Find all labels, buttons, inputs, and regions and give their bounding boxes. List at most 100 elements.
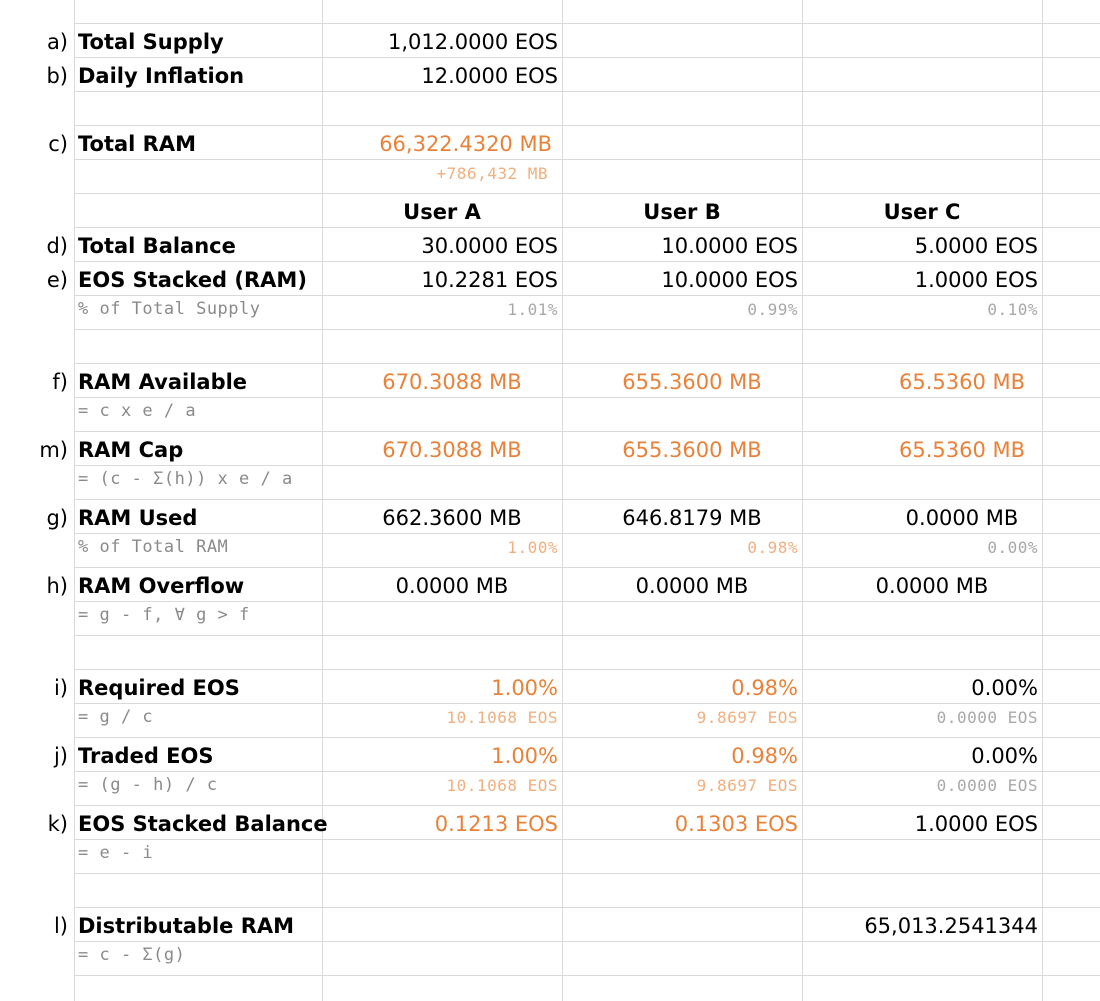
- cell-value[interactable]: 5.0000 EOS: [914, 234, 1038, 258]
- row-label: Distributable RAM: [78, 914, 295, 938]
- cell-value[interactable]: 65,013.2541344: [864, 914, 1038, 938]
- cell-value[interactable]: 646.8179 MB: [622, 506, 762, 530]
- column-divider: [562, 0, 563, 1001]
- row-letter: g): [46, 506, 68, 530]
- cell-value[interactable]: 670.3088 MB: [382, 438, 522, 462]
- cell-subvalue[interactable]: 9.8697 EOS: [696, 708, 798, 727]
- cell-value[interactable]: 1.00%: [491, 676, 558, 700]
- cell-value[interactable]: 655.3600 MB: [622, 370, 762, 394]
- column-divider: [802, 0, 803, 1001]
- column-divider: [322, 0, 323, 1001]
- row-formula: = c x e / a: [78, 401, 197, 421]
- row-label: RAM Available: [78, 370, 248, 394]
- row-divider: [74, 873, 1100, 874]
- cell-subvalue[interactable]: 10.1068 EOS: [446, 708, 558, 727]
- cell-value[interactable]: 0.0000 MB: [635, 574, 749, 598]
- row-divider: [74, 261, 1100, 262]
- row-label: RAM Cap: [78, 438, 184, 462]
- row-divider: [74, 805, 1100, 806]
- row-letter: b): [46, 64, 68, 88]
- row-divider: [74, 499, 1100, 500]
- cell-value[interactable]: 0.0000 MB: [395, 574, 509, 598]
- row-divider: [74, 465, 1100, 466]
- row-formula: = g - f, ∀ g > f: [78, 605, 250, 625]
- cell-value[interactable]: 1,012.0000 EOS: [387, 30, 558, 54]
- row-formula: = e - i: [78, 843, 154, 863]
- cell-value[interactable]: 1.00%: [491, 744, 558, 768]
- row-letter: d): [46, 234, 68, 258]
- cell-value[interactable]: 10.2281 EOS: [421, 268, 558, 292]
- cell-value[interactable]: 0.1213 EOS: [434, 812, 558, 836]
- cell-value[interactable]: 10.0000 EOS: [661, 234, 798, 258]
- cell-subvalue[interactable]: 0.0000 EOS: [936, 708, 1038, 727]
- cell-subvalue[interactable]: 1.01%: [507, 300, 558, 319]
- row-divider: [74, 227, 1100, 228]
- cell-subvalue[interactable]: 0.10%: [987, 300, 1038, 319]
- cell-value[interactable]: 0.98%: [731, 744, 798, 768]
- row-letter: e): [46, 268, 68, 292]
- cell-value[interactable]: 662.3600 MB: [382, 506, 522, 530]
- cell-value[interactable]: 1.0000 EOS: [914, 268, 1038, 292]
- cell-subvalue[interactable]: +786,432 MB: [436, 164, 548, 183]
- column-header-user-c: User C: [883, 200, 961, 224]
- cell-value[interactable]: 65.5360 MB: [898, 438, 1026, 462]
- cell-value[interactable]: 30.0000 EOS: [421, 234, 558, 258]
- row-sublabel: % of Total Supply: [78, 299, 261, 319]
- cell-value[interactable]: 0.98%: [731, 676, 798, 700]
- cell-value[interactable]: 66,322.4320 MB: [379, 132, 552, 156]
- row-label: Total Balance: [78, 234, 236, 258]
- cell-value[interactable]: 0.0000 MB: [875, 574, 989, 598]
- row-letter: f): [52, 370, 68, 394]
- row-divider: [74, 363, 1100, 364]
- row-divider: [74, 397, 1100, 398]
- cell-value[interactable]: 0.00%: [971, 676, 1038, 700]
- row-formula: = (g - h) / c: [78, 775, 218, 795]
- cell-value[interactable]: 65.5360 MB: [898, 370, 1026, 394]
- row-divider: [74, 159, 1100, 160]
- row-label: RAM Used: [78, 506, 198, 530]
- row-label: EOS Stacked (RAM): [78, 268, 307, 292]
- cell-subvalue[interactable]: 0.0000 EOS: [936, 776, 1038, 795]
- cell-subvalue[interactable]: 1.00%: [507, 538, 558, 557]
- row-divider: [74, 91, 1100, 92]
- row-label: Traded EOS: [78, 744, 214, 768]
- row-divider: [74, 941, 1100, 942]
- row-letter: h): [46, 574, 68, 598]
- row-letter: l): [53, 914, 68, 938]
- cell-subvalue[interactable]: 10.1068 EOS: [446, 776, 558, 795]
- cell-subvalue[interactable]: 0.99%: [747, 300, 798, 319]
- row-label: Total Supply: [78, 30, 224, 54]
- row-letter: k): [47, 812, 68, 836]
- row-formula: = (c - Σ(h)) x e / a: [78, 469, 293, 489]
- cell-subvalue[interactable]: 9.8697 EOS: [696, 776, 798, 795]
- cell-value[interactable]: 0.1303 EOS: [674, 812, 798, 836]
- row-divider: [74, 193, 1100, 194]
- row-letter: c): [48, 132, 68, 156]
- cell-value[interactable]: 670.3088 MB: [382, 370, 522, 394]
- cell-value[interactable]: 0.0000 MB: [905, 506, 1019, 530]
- cell-subvalue[interactable]: 0.98%: [747, 538, 798, 557]
- row-divider: [74, 567, 1100, 568]
- row-divider: [74, 533, 1100, 534]
- row-divider: [74, 737, 1100, 738]
- cell-value[interactable]: 0.00%: [971, 744, 1038, 768]
- column-header-user-a: User A: [403, 200, 481, 224]
- cell-value[interactable]: 1.0000 EOS: [914, 812, 1038, 836]
- row-formula: = c - Σ(g): [78, 945, 186, 965]
- row-letter: j): [53, 744, 68, 768]
- cell-value[interactable]: 10.0000 EOS: [661, 268, 798, 292]
- row-divider: [74, 635, 1100, 636]
- row-formula: = g / c: [78, 707, 154, 727]
- cell-subvalue[interactable]: 0.00%: [987, 538, 1038, 557]
- row-divider: [74, 975, 1100, 976]
- cell-value[interactable]: 12.0000 EOS: [421, 64, 558, 88]
- row-sublabel: % of Total RAM: [78, 537, 229, 557]
- column-header-user-b: User B: [643, 200, 721, 224]
- cell-value[interactable]: 655.3600 MB: [622, 438, 762, 462]
- row-divider: [74, 601, 1100, 602]
- row-divider: [74, 907, 1100, 908]
- row-divider: [74, 431, 1100, 432]
- row-letter: a): [46, 30, 68, 54]
- column-divider: [1042, 0, 1043, 1001]
